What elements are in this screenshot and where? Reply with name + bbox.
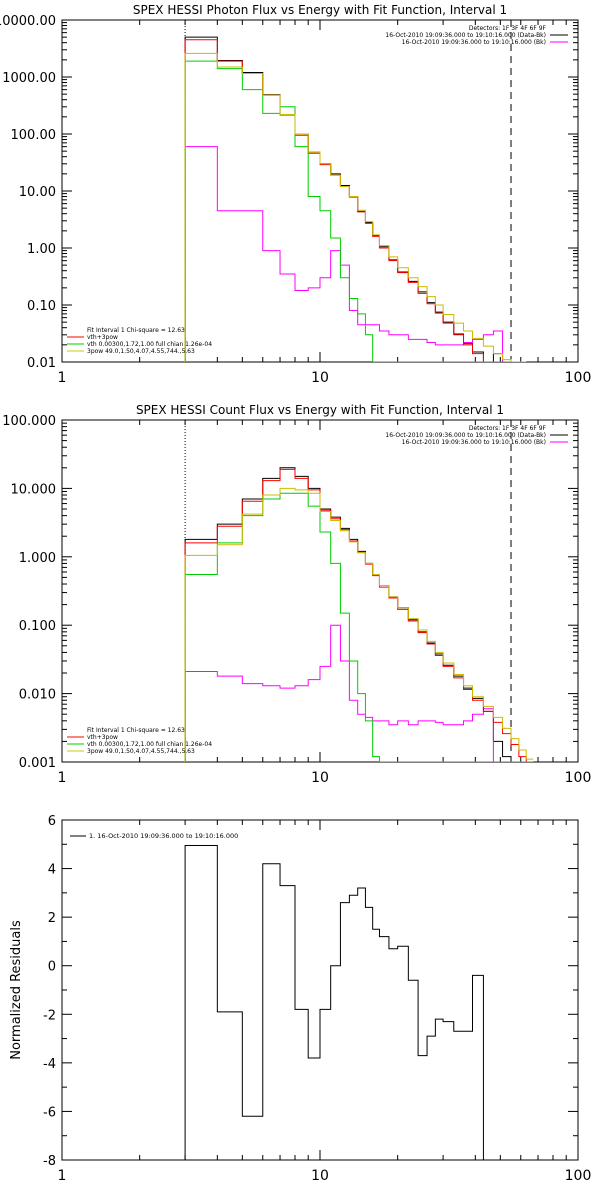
legend-fit-entry: Fit Interval 1 Chi-square = 12.63 xyxy=(87,727,185,734)
legend-top-entry: 16-Oct-2010 19:09:36.000 to 19:10:16.000… xyxy=(385,432,546,439)
series-data-bk-line xyxy=(184,36,527,362)
legend-top-entry: 16-Oct-2010 19:09:36.000 to 19:10:16.000… xyxy=(385,32,546,39)
y-axis-label: Normalized Residuals xyxy=(9,920,24,1060)
y-tick-label: 10000.00 xyxy=(0,14,56,29)
series-group xyxy=(184,36,527,362)
y-tick-label: 0.10 xyxy=(27,299,56,314)
count-flux-panel: SPEX HESSI Count Flux vs Energy with Fit… xyxy=(2,403,591,786)
legend-fit-entry: 3pow 49.0,1.50,4.07,4.55,744.,5.63 xyxy=(87,748,195,755)
series-data-bk-line xyxy=(184,467,534,762)
x-tick-label: 100 xyxy=(565,1168,592,1184)
legend-top-entry: Detectors: 1F 3F 4F 6F 9F xyxy=(469,425,547,432)
chart-title: SPEX HESSI Count Flux vs Energy with Fit… xyxy=(136,403,504,417)
legend-entry: 1. 16-Oct-2010 19:09:36.000 to 19:10:16.… xyxy=(89,832,238,840)
x-tick-label: 10 xyxy=(311,1168,329,1184)
legend-fit-entry: vth+3pow xyxy=(87,734,118,741)
legend-top-entry: 16-Oct-2010 19:09:36.000 to 19:10:16.000… xyxy=(402,439,546,446)
x-tick-label: 1 xyxy=(58,770,67,786)
x-tick-label: 100 xyxy=(565,770,592,786)
y-tick-label: -2 xyxy=(43,1008,56,1023)
series-group xyxy=(184,467,534,762)
legend-fit-entry: Fit Interval 1 Chi-square = 12.63 xyxy=(87,327,185,334)
series-1-16-oct-2010-19-09-36-000-to-19-10-16-000-line xyxy=(184,845,512,1160)
series-bk-line xyxy=(184,624,534,762)
y-tick-label: 1.00 xyxy=(27,242,56,257)
legend-fit-entry: vth 0.00300,1.72,1.00 full chian 1.26e-0… xyxy=(87,741,212,748)
series-group xyxy=(184,845,512,1160)
legend-top-entry: 16-Oct-2010 19:09:36.000 to 19:10:16.000… xyxy=(402,39,546,46)
y-tick-label: 100.000 xyxy=(2,414,56,429)
x-tick-label: 100 xyxy=(565,370,592,386)
y-tick-label: 0.010 xyxy=(19,688,56,703)
legend-fit-entry: 3pow 49.0,1.50,4.07,4.55,744.,5.63 xyxy=(87,348,195,355)
series-bk-line xyxy=(184,146,527,362)
series-3pow-line xyxy=(184,487,534,762)
x-tick-label: 10 xyxy=(311,770,329,786)
y-tick-label: 0.01 xyxy=(27,356,56,371)
y-tick-label: 10.000 xyxy=(11,482,57,497)
legend-fit-entry: vth 0.00300,1.72,1.00 full chian 1.26e-0… xyxy=(87,341,212,348)
plot-frame xyxy=(61,819,579,1161)
y-tick-label: 0.100 xyxy=(19,619,56,634)
y-tick-label: 1000.00 xyxy=(2,71,56,86)
y-tick-label: 100.00 xyxy=(11,128,57,143)
y-tick-label: -6 xyxy=(43,1105,56,1120)
y-tick-label: 6 xyxy=(48,814,56,829)
y-tick-label: -8 xyxy=(43,1154,56,1169)
legend-fit-entry: vth+3pow xyxy=(87,334,118,341)
plot-frame xyxy=(61,19,579,363)
series-vth-3pow-line xyxy=(184,468,534,762)
x-tick-label: 10 xyxy=(311,370,329,386)
x-tick-label: 1 xyxy=(58,1168,67,1184)
y-tick-label: 0.001 xyxy=(19,756,56,771)
series-vth-line xyxy=(184,60,527,362)
y-tick-label: 1.000 xyxy=(19,551,56,566)
series-vth-3pow-line xyxy=(184,39,527,362)
x-tick-label: 1 xyxy=(58,370,67,386)
plot-frame xyxy=(61,419,579,763)
residuals-panel: Normalized Residuals 1 10 100 -8 -6 -4 -2 0 2 4 6 1.… xyxy=(9,814,591,1184)
legend-top-entry: Detectors: 1F 3F 4F 6F 9F xyxy=(469,25,547,32)
series-vth-line xyxy=(184,492,534,762)
chart-title: SPEX HESSI Photon Flux vs Energy with Fi… xyxy=(133,3,507,17)
y-tick-label: 4 xyxy=(48,863,56,878)
y-tick-label: 10.00 xyxy=(19,185,56,200)
y-tick-label: -4 xyxy=(43,1057,56,1072)
y-tick-label: 0 xyxy=(48,960,56,975)
series-3pow-line xyxy=(184,52,527,362)
photon-flux-panel: SPEX HESSI Photon Flux vs Energy with Fi… xyxy=(0,3,591,386)
y-tick-label: 2 xyxy=(48,911,56,926)
